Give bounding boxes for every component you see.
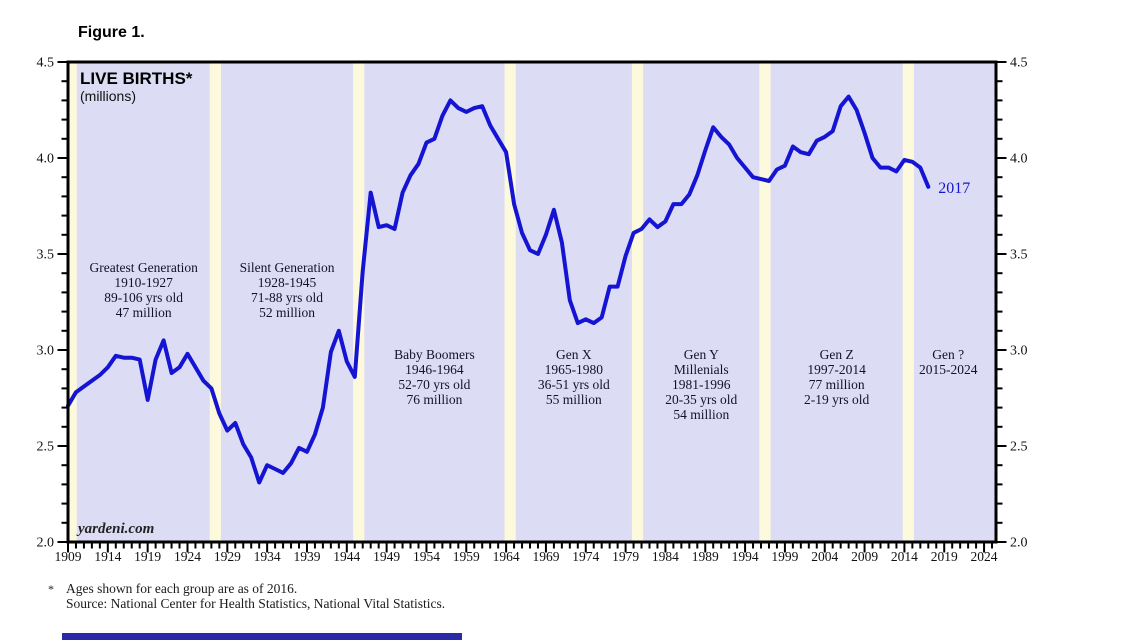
plot-frame bbox=[66, 60, 998, 544]
footnote-line1: Ages shown for each group are as of 2016… bbox=[66, 581, 298, 596]
x-tick-label: 1914 bbox=[94, 549, 121, 564]
x-tick-label: 1974 bbox=[572, 549, 599, 564]
generation-label: 1981-1996 bbox=[672, 377, 731, 392]
generation-label: Gen ? bbox=[932, 347, 964, 362]
x-tick-label: 2024 bbox=[971, 549, 998, 564]
generation-label: 1997-2014 bbox=[807, 362, 866, 377]
partial-next-figure-bar bbox=[62, 633, 462, 640]
generation-label: 89-106 yrs old bbox=[104, 290, 183, 305]
y-tick-label-right: 2.0 bbox=[1010, 536, 1028, 551]
x-tick-label: 2009 bbox=[851, 549, 878, 564]
generation-separator bbox=[759, 62, 771, 542]
x-tick-label: 2019 bbox=[931, 549, 958, 564]
chart-title: LIVE BIRTHS* bbox=[80, 69, 193, 88]
generation-separator bbox=[209, 62, 221, 542]
watermark: yardeni.com bbox=[76, 521, 154, 537]
y-tick-label-left: 3.5 bbox=[37, 248, 55, 263]
generation-separator bbox=[68, 62, 77, 542]
x-tick-label: 1949 bbox=[373, 549, 400, 564]
footnote-lines: Ages shown for each group are as of 2016… bbox=[66, 581, 445, 611]
y-tick-label-left: 4.5 bbox=[37, 56, 55, 71]
x-tick-label: 1964 bbox=[493, 549, 520, 564]
generation-label: 52 million bbox=[259, 305, 315, 320]
generation-label: 77 million bbox=[809, 377, 865, 392]
generation-label: Baby Boomers bbox=[394, 347, 475, 362]
generation-label: Gen Z bbox=[820, 347, 854, 362]
generation-label: 54 million bbox=[673, 407, 729, 422]
x-tick-label: 1979 bbox=[612, 549, 639, 564]
x-tick-label: 1984 bbox=[652, 549, 679, 564]
generation-label: 52-70 yrs old bbox=[398, 377, 470, 392]
footnote-line2: Source: National Center for Health Stati… bbox=[66, 596, 446, 611]
generation-separator bbox=[631, 62, 644, 542]
y-tick-label-left: 2.0 bbox=[37, 536, 55, 551]
x-tick-label: 2004 bbox=[811, 549, 838, 564]
generation-separator bbox=[504, 62, 516, 542]
figure-label: Figure 1. bbox=[78, 24, 145, 41]
y-tick-label-right: 2.5 bbox=[1010, 440, 1028, 455]
x-tick-label: 1909 bbox=[55, 549, 82, 564]
plot-background bbox=[68, 62, 996, 542]
generation-label: 76 million bbox=[406, 392, 462, 407]
x-tick-label: 1969 bbox=[532, 549, 559, 564]
x-tick-label: 2014 bbox=[891, 549, 918, 564]
x-tick-label: 1939 bbox=[293, 549, 320, 564]
generation-label: Gen Y bbox=[684, 347, 719, 362]
x-tick-label: 1929 bbox=[214, 549, 241, 564]
generation-separator bbox=[902, 62, 914, 542]
x-tick-label: 1934 bbox=[254, 549, 281, 564]
births-line bbox=[66, 94, 931, 485]
y-tick-label-left: 4.0 bbox=[37, 152, 55, 167]
footnote-marker: * bbox=[48, 582, 54, 596]
y-tick-label-right: 3.5 bbox=[1010, 248, 1028, 263]
y-tick-label-left: 2.5 bbox=[37, 440, 55, 455]
x-tick-label: 1924 bbox=[174, 549, 201, 564]
x-tick-label: 1999 bbox=[771, 549, 798, 564]
generation-label: 1946-1964 bbox=[405, 362, 464, 377]
generation-label: 36-51 yrs old bbox=[538, 377, 610, 392]
generation-label: 1928-1945 bbox=[258, 275, 317, 290]
generation-label: Greatest Generation bbox=[90, 260, 199, 275]
generation-label: Gen X bbox=[556, 347, 592, 362]
generation-label: 55 million bbox=[546, 392, 602, 407]
y-tick-label-left: 3.0 bbox=[37, 344, 55, 359]
generation-label: Millenials bbox=[674, 362, 729, 377]
footnote: * Ages shown for each group are as of 20… bbox=[48, 581, 445, 611]
y-tick-label-right: 4.0 bbox=[1010, 152, 1028, 167]
x-tick-label: 1989 bbox=[692, 549, 719, 564]
generation-label: 20-35 yrs old bbox=[665, 392, 737, 407]
generation-label: 2-19 yrs old bbox=[804, 392, 869, 407]
x-tick-label: 1944 bbox=[333, 549, 360, 564]
generation-label: 2015-2024 bbox=[919, 362, 978, 377]
chart-subtitle: (millions) bbox=[80, 88, 136, 104]
generation-label: 1910-1927 bbox=[114, 275, 173, 290]
x-tick-label: 1959 bbox=[453, 549, 480, 564]
generation-label: Silent Generation bbox=[240, 260, 335, 275]
x-tick-label: 1954 bbox=[413, 549, 440, 564]
x-tick-label: 1919 bbox=[134, 549, 161, 564]
generation-label: 1965-1980 bbox=[545, 362, 604, 377]
generation-label: 47 million bbox=[116, 305, 172, 320]
end-year-label: 2017 bbox=[938, 180, 970, 197]
x-tick-label: 1994 bbox=[732, 549, 759, 564]
generation-label: 71-88 yrs old bbox=[251, 290, 323, 305]
y-tick-label-right: 4.5 bbox=[1010, 56, 1028, 71]
y-tick-label-right: 3.0 bbox=[1010, 344, 1028, 359]
